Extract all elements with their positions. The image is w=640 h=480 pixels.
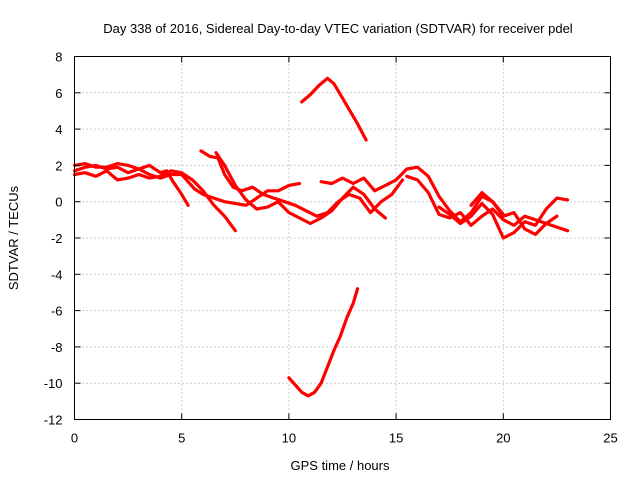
y-axis-ticks: -12 -10 -8 -6 -4 -2 0 2 4 6 8 [44,50,611,428]
y-tick-label: -12 [44,413,63,428]
series-track-5 [214,151,387,226]
x-tick-label: 0 [71,431,78,446]
y-axis-title: SDTVAR / TECUs [6,185,21,290]
y-tick-label: -4 [51,267,63,282]
x-axis-title: GPS time / hours [291,458,390,473]
x-axis-ticks: 0 5 10 15 20 25 [71,56,618,446]
y-tick-label: 0 [55,195,62,210]
series-track-4 [199,149,405,218]
x-tick-label: 10 [282,431,296,446]
series-track-9 [469,191,559,236]
series-track-8 [437,196,570,240]
y-tick-label: -10 [44,376,63,391]
series-track-6 [319,165,505,224]
y-tick-label: 4 [55,122,62,137]
grid-lines [74,56,611,420]
x-tick-label: 5 [178,431,185,446]
chart-title: Day 338 of 2016, Sidereal Day-to-day VTE… [103,21,573,36]
data-series [72,76,570,398]
y-tick-label: -8 [51,340,63,355]
series-track-3 [72,162,190,207]
y-tick-label: 8 [55,50,62,65]
series-track-7 [405,174,570,233]
series-track-10 [300,76,368,142]
series-track-11 [287,287,360,398]
x-tick-label: 25 [603,431,617,446]
y-tick-label: 6 [55,86,62,101]
x-tick-label: 15 [389,431,403,446]
y-tick-label: -6 [51,304,63,319]
x-tick-label: 20 [496,431,510,446]
series-track-2 [72,169,237,233]
y-tick-label: -2 [51,231,63,246]
y-tick-label: 2 [55,158,62,173]
series-track-1 [72,163,302,207]
